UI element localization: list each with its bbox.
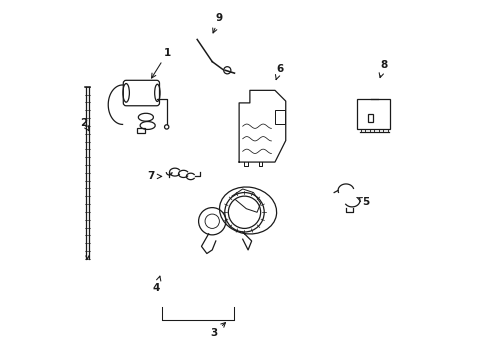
Text: 2: 2 xyxy=(80,118,89,131)
Text: 1: 1 xyxy=(151,48,171,78)
Text: 3: 3 xyxy=(210,323,225,338)
Text: 4: 4 xyxy=(153,276,161,293)
Text: 5: 5 xyxy=(356,197,368,207)
Text: 9: 9 xyxy=(212,13,223,33)
Text: 6: 6 xyxy=(275,64,283,80)
Bar xyxy=(356,99,389,129)
Bar xyxy=(367,114,372,122)
Text: 8: 8 xyxy=(378,60,386,78)
Text: 7: 7 xyxy=(147,171,162,181)
Bar xyxy=(137,128,144,133)
Bar xyxy=(274,110,285,125)
